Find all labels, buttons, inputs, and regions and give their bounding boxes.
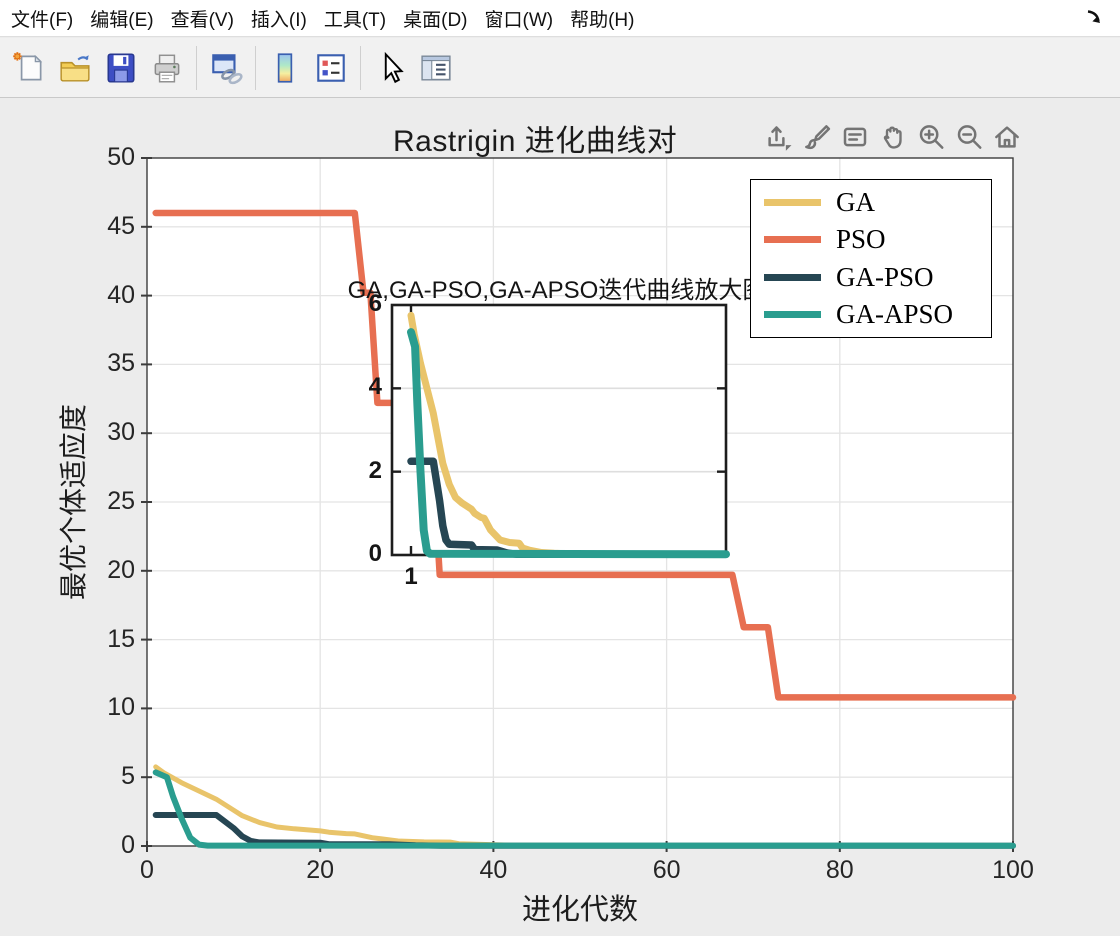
y-axis-tick-label: 25 [107, 487, 135, 515]
insert-legend-button[interactable] [309, 45, 353, 91]
menu-desktop[interactable]: 桌面(D) [403, 9, 468, 31]
y-axis-tick-label: 0 [121, 831, 135, 859]
toolbar-separator [255, 45, 256, 90]
pan-hand-icon [883, 126, 902, 149]
pointer-arrow-icon [384, 51, 404, 83]
legend-swatch-ga [764, 199, 821, 207]
x-axis-tick-label: 40 [479, 856, 508, 884]
colorbar-button[interactable] [263, 45, 307, 91]
home-icon [994, 126, 1019, 148]
legend-item-3: GA-APSO [751, 297, 991, 331]
plot-title: Rastrigin 进化曲线对 [393, 125, 678, 158]
figure-toolbar [0, 38, 1120, 98]
inset-x-tick-label: 1 [404, 563, 418, 590]
new-document-icon [13, 51, 43, 80]
brush-button[interactable] [801, 120, 832, 154]
save-floppy-icon [107, 52, 135, 83]
dock-arrow-icon[interactable] [1082, 4, 1108, 30]
link-plots-icon [212, 53, 243, 84]
menu-window[interactable]: 窗口(W) [484, 9, 554, 31]
curve-GA-APSO [152, 769, 1016, 849]
legend-swatch-ga-pso [764, 273, 821, 281]
datatips-icon [843, 127, 866, 147]
plot-browser-button[interactable] [414, 45, 458, 91]
new-figure-button[interactable] [7, 45, 51, 91]
zoom-in-button[interactable] [915, 120, 946, 154]
legend-label-ga: GA [836, 187, 875, 218]
colorbar-icon [277, 52, 293, 83]
export-icon [767, 126, 791, 151]
legend-icon [317, 53, 345, 82]
menu-bar: 文件(F) 编辑(E) 查看(V) 插入(I) 工具(T) 桌面(D) 窗口(W… [0, 0, 1120, 37]
zoom-in-icon [919, 125, 943, 149]
inset-title: GA,GA-PSO,GA-APSO迭代曲线放大图 [347, 277, 767, 304]
link-plot-button[interactable] [204, 45, 248, 91]
y-axis-tick-label: 20 [107, 555, 135, 584]
export-button[interactable] [763, 120, 794, 154]
plot-browser-icon [421, 55, 451, 80]
print-button[interactable] [145, 45, 189, 91]
menu-help[interactable]: 帮助(H) [570, 9, 635, 31]
inset-curve-GA-APSO [407, 328, 730, 559]
edit-pointer-button[interactable] [368, 45, 412, 91]
open-folder-icon [60, 54, 90, 81]
menu-file[interactable]: 文件(F) [11, 9, 74, 31]
pan-button[interactable] [877, 120, 908, 154]
x-axis-label: 进化代数 [521, 894, 638, 926]
menu-insert[interactable]: 插入(I) [250, 9, 307, 31]
legend-box[interactable]: GA PSO GA-PSO GA-APSO [750, 179, 992, 338]
inset-y-tick-label: 2 [368, 456, 382, 484]
y-axis-tick-label: 30 [107, 418, 135, 447]
menu-view[interactable]: 查看(V) [170, 9, 234, 31]
menu-tools[interactable]: 工具(T) [323, 9, 387, 31]
legend-swatch-pso [764, 236, 821, 244]
menu-edit[interactable]: 编辑(E) [90, 9, 154, 31]
y-axis-tick-label: 10 [107, 693, 135, 722]
y-axis-tick-label: 5 [121, 762, 135, 791]
legend-swatch-ga-apso [764, 310, 821, 318]
datatips-button[interactable] [839, 120, 870, 154]
toolbar-separator [196, 45, 197, 90]
y-axis-tick-label: 15 [107, 624, 135, 653]
x-axis-tick-label: 0 [140, 856, 154, 884]
y-axis-tick-label: 50 [107, 143, 135, 171]
inset-y-tick-label: 6 [368, 290, 382, 317]
home-button[interactable] [991, 120, 1022, 154]
toolbar-separator [360, 45, 361, 90]
open-button[interactable] [53, 45, 97, 91]
y-axis-tick-label: 35 [107, 349, 135, 378]
x-axis-tick-label: 20 [306, 856, 335, 884]
legend-item-0: GA [751, 186, 991, 220]
inset-y-tick-label: 4 [368, 373, 382, 401]
y-axis-tick-label: 45 [107, 211, 135, 240]
legend-label-ga-pso: GA-PSO [836, 261, 934, 292]
x-axis-tick-label: 60 [652, 856, 681, 884]
x-axis-tick-label: 80 [825, 856, 854, 884]
zoom-out-icon [957, 125, 981, 149]
save-button[interactable] [99, 45, 143, 91]
axes-toolbar [748, 117, 1022, 157]
zoom-out-button[interactable] [953, 120, 984, 154]
printer-icon [154, 54, 180, 83]
legend-item-2: GA-PSO [751, 260, 991, 294]
legend-item-1: PSO [751, 223, 991, 257]
brush-icon [804, 125, 830, 150]
y-axis-tick-label: 40 [107, 280, 135, 309]
legend-label-ga-apso: GA-APSO [836, 298, 954, 329]
inset-axes[interactable] [390, 303, 730, 559]
legend-label-pso: PSO [836, 224, 886, 255]
inset-y-tick-label: 0 [368, 540, 382, 567]
x-axis-tick-label: 100 [992, 856, 1034, 884]
